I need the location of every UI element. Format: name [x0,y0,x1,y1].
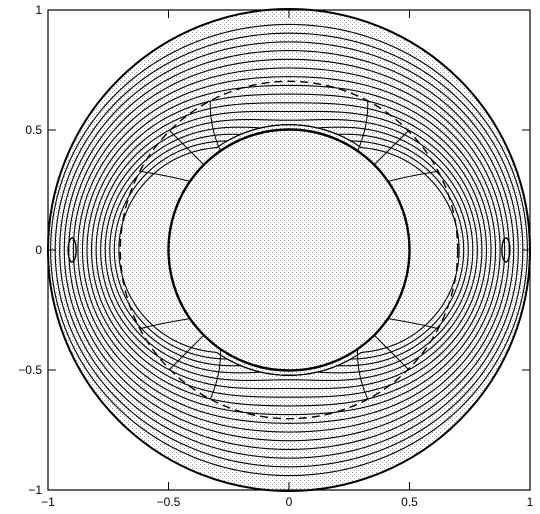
contour-line [77,76,501,424]
x-tick-label: 0 [286,495,293,509]
contour-line [95,110,483,390]
x-tick-label: 1 [527,495,534,509]
contour-line [209,100,221,152]
dashed-circle [119,80,459,420]
contour-loop [501,237,511,263]
contour-line [86,93,492,407]
y-tick-label: 0.5 [25,123,42,137]
contour-line [388,318,439,330]
contour-line [59,41,519,459]
inner-boundary-circle [167,128,411,372]
contour-line [373,130,409,166]
contour-line [139,170,191,182]
contour-line [100,118,478,382]
contour-line [169,130,205,166]
contour-lines [50,23,528,477]
y-tick-label: −0.5 [18,363,42,377]
contour-line [68,58,510,442]
contour-loop [67,237,77,263]
contour-line [357,349,369,400]
shaded-regions [48,9,530,491]
y-tick-label: −1 [28,483,42,497]
contour-line [113,124,465,376]
contour-line [373,334,409,370]
contour-line [109,124,469,376]
contour-line [72,67,506,433]
x-tick-label: −1 [41,495,55,509]
contour-line [81,84,497,416]
contour-line [139,318,190,330]
contour-line [169,334,205,370]
axis-ticks [47,9,531,491]
x-tick-label: 0.5 [401,495,418,509]
contour-line [63,50,515,450]
contour-line [91,102,487,398]
contour-line [357,100,369,152]
x-tick-label: −0.5 [157,495,181,509]
inner-disk-fill [168,129,410,371]
y-tick-label: 1 [35,3,42,17]
contour-line [209,349,221,400]
contour-line [387,170,439,182]
tick-labels: −1 −0.5 0 0.5 1 −1 −0.5 0 0.5 1 [18,3,533,509]
y-tick-label: 0 [35,243,42,257]
